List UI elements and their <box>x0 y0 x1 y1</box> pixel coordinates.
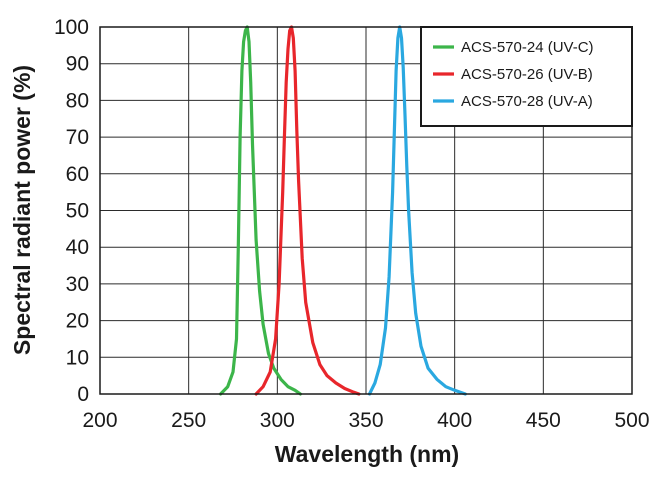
x-tick-label: 300 <box>260 409 295 432</box>
y-tick-label: 50 <box>66 200 89 223</box>
series-line-0 <box>219 25 302 396</box>
x-tick-label: 350 <box>348 409 383 432</box>
y-tick-label: 60 <box>66 163 89 186</box>
series-line-2 <box>367 25 467 396</box>
legend-box <box>420 26 633 127</box>
y-tick-label: 80 <box>66 89 89 112</box>
legend: ACS-570-24 (UV-C) ACS-570-26 (UV-B) ACS-57… <box>420 26 633 127</box>
tick-labels: 200 250 300 350 400 450 500 0 10 20 30 40 50 60 70 80 90… <box>54 16 650 432</box>
legend-label: ACS-570-26 (UV-B) <box>461 66 593 83</box>
y-axis-title: Spectral radiant power (%) <box>9 65 35 355</box>
x-tick-label: 450 <box>526 409 561 432</box>
x-tick-label: 500 <box>614 409 649 432</box>
y-tick-label: 100 <box>54 16 89 39</box>
y-tick-label: 0 <box>77 383 89 406</box>
series-lines <box>219 25 467 396</box>
y-tick-label: 40 <box>66 236 89 259</box>
legend-label: ACS-570-28 (UV-A) <box>461 93 593 110</box>
axes <box>99 26 633 395</box>
plot-frame <box>99 26 633 395</box>
y-tick-label: 10 <box>66 346 89 369</box>
x-axis-title: Wavelength (nm) <box>275 441 459 467</box>
y-tick-label: 70 <box>66 126 89 149</box>
y-tick-label: 20 <box>66 310 89 333</box>
x-tick-label: 250 <box>171 409 206 432</box>
x-tick-label: 400 <box>437 409 472 432</box>
legend-label: ACS-570-24 (UV-C) <box>461 39 594 56</box>
series-line-1 <box>254 25 361 396</box>
x-tick-label: 200 <box>82 409 117 432</box>
y-tick-label: 30 <box>66 273 89 296</box>
y-tick-label: 90 <box>66 53 89 76</box>
